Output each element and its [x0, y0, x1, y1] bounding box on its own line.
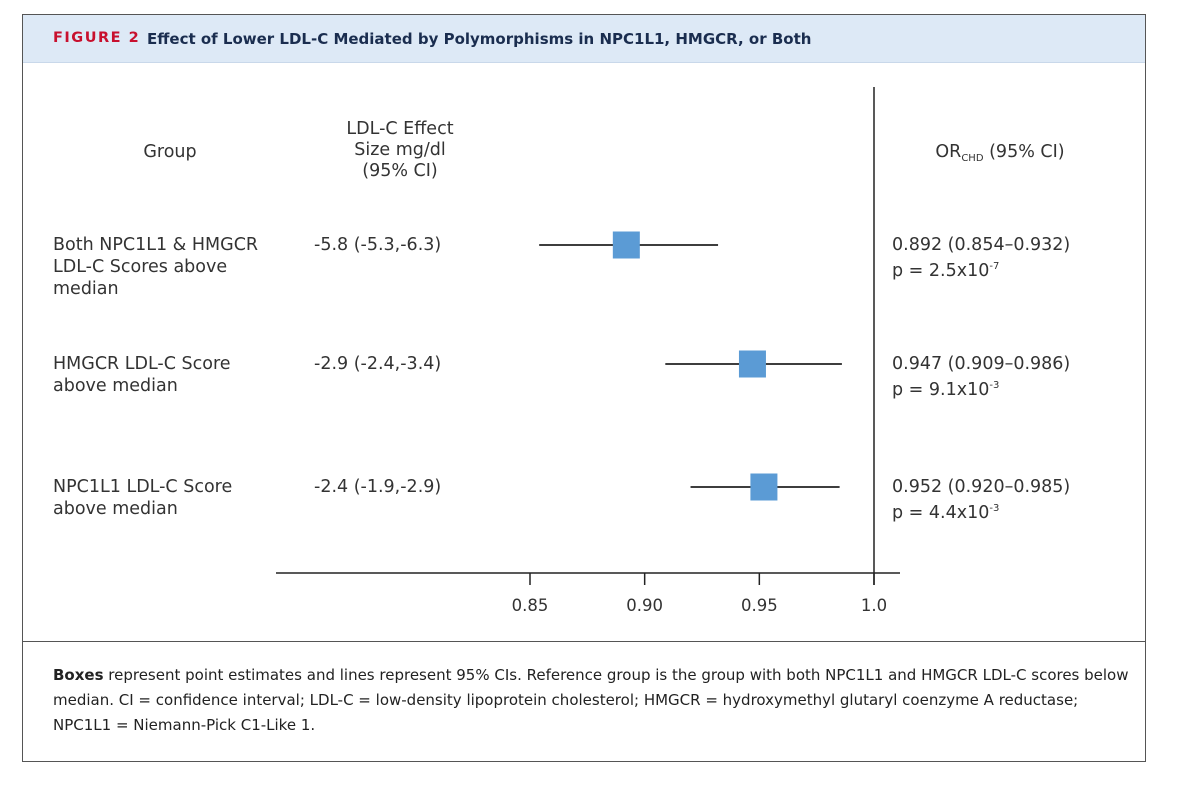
row-p-value: p = 2.5x10-7 [892, 256, 1070, 282]
p-value-base: p = 9.1x10 [892, 380, 990, 400]
p-value-base: p = 2.5x10 [892, 261, 990, 281]
column-header-or: ORCHD (95% CI) [910, 142, 1090, 169]
row-p-value: p = 4.4x10-3 [892, 498, 1070, 524]
row-or-value: 0.952 (0.920–0.985) [892, 477, 1071, 497]
figure-title: Effect of Lower LDL-C Mediated by Polymo… [147, 30, 812, 48]
row-effect: -2.4 (-1.9,-2.9) [314, 477, 442, 497]
x-tick-label: 1.0 [861, 596, 887, 615]
x-tick-label: 0.95 [741, 596, 778, 615]
row-effect: -5.8 (-5.3,-6.3) [314, 235, 442, 255]
row-or: 0.947 (0.909–0.986) p = 9.1x10-3 [892, 353, 1070, 401]
caption-divider [23, 641, 1145, 642]
row-label: NPC1L1 LDL-C Score above median [53, 476, 232, 520]
row-label-line: median [53, 279, 119, 299]
x-tick-label: 0.85 [512, 596, 549, 615]
row-label-line: NPC1L1 LDL-C Score [53, 477, 233, 497]
column-header-or-rest: (95% CI) [989, 142, 1065, 162]
row-label: HMGCR LDL-C Score above median [53, 353, 231, 397]
x-tick-label: 0.90 [626, 596, 663, 615]
row-label-line: HMGCR LDL-C Score [53, 354, 231, 374]
row-label-line: Both NPC1L1 & HMGCR [53, 235, 259, 255]
column-header-or-sub: CHD [961, 153, 984, 164]
caption-bold-lead: Boxes [53, 666, 104, 684]
caption-text: represent point estimates and lines repr… [53, 666, 1129, 734]
row-or: 0.952 (0.920–0.985) p = 4.4x10-3 [892, 476, 1070, 524]
row-or-value: 0.947 (0.909–0.986) [892, 354, 1071, 374]
p-value-exponent: -3 [989, 380, 1000, 391]
p-value-base: p = 4.4x10 [892, 503, 990, 523]
point-estimate-box [738, 350, 766, 378]
figure-frame: FIGURE 2 Effect of Lower LDL-C Mediated … [22, 14, 1146, 762]
column-header-group-text: Group [143, 142, 197, 162]
p-value-exponent: -7 [989, 261, 1000, 272]
figure-header: FIGURE 2 Effect of Lower LDL-C Mediated … [23, 15, 1145, 63]
point-estimate-box [750, 473, 778, 501]
column-header-group: Group [100, 142, 240, 163]
row-or-value: 0.892 (0.854–0.932) [892, 235, 1071, 255]
column-header-effect-line1: LDL-C Effect [346, 119, 454, 139]
figure-caption: Boxes represent point estimates and line… [53, 663, 1133, 738]
p-value-exponent: -3 [989, 503, 1000, 514]
column-header-effect-line2: Size mg/dl [354, 140, 446, 160]
row-label: Both NPC1L1 & HMGCR LDL-C Scores above m… [53, 234, 258, 300]
row-label-line: above median [53, 376, 178, 396]
point-estimate-box [612, 231, 640, 259]
row-effect: -2.9 (-2.4,-3.4) [314, 354, 442, 374]
column-header-or-main: OR [935, 142, 962, 162]
figure-label: FIGURE 2 [53, 30, 141, 46]
row-label-line: LDL-C Scores above [53, 257, 228, 277]
row-p-value: p = 9.1x10-3 [892, 375, 1070, 401]
column-header-effect: LDL-C Effect Size mg/dl (95% CI) [310, 119, 490, 182]
column-header-effect-line3: (95% CI) [362, 161, 438, 181]
row-or: 0.892 (0.854–0.932) p = 2.5x10-7 [892, 234, 1070, 282]
row-label-line: above median [53, 499, 178, 519]
